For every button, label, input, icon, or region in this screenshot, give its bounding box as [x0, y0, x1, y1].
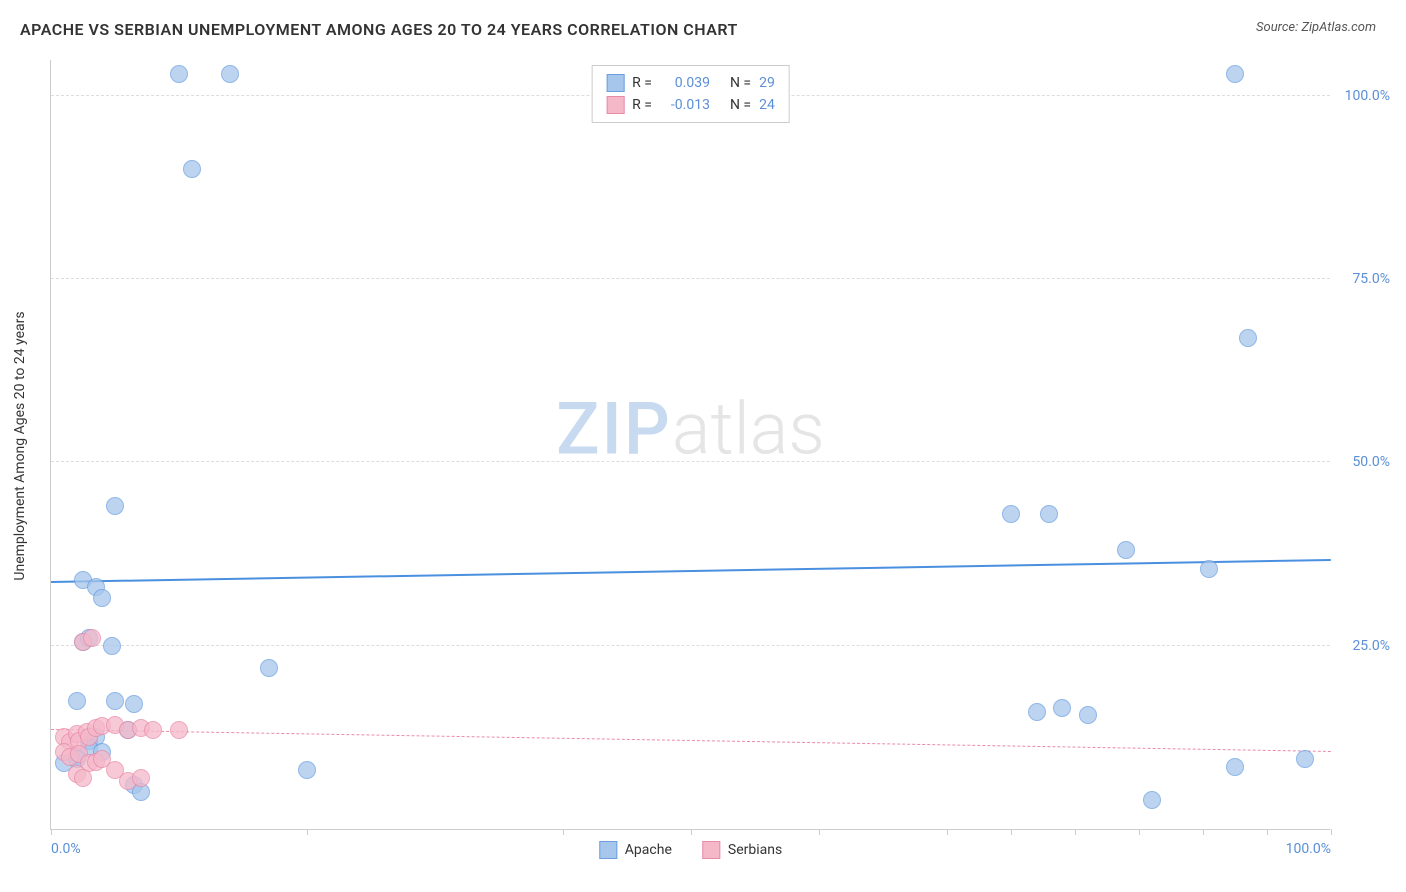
data-point	[103, 637, 121, 655]
data-point	[1079, 706, 1097, 724]
x-tick	[1075, 829, 1076, 835]
data-point	[1226, 758, 1244, 776]
data-point	[1002, 505, 1020, 523]
x-tick	[1331, 829, 1332, 835]
data-point	[170, 65, 188, 83]
legend-row-apache: R = 0.039 N = 29	[606, 72, 775, 94]
trendline	[51, 729, 1331, 752]
correlation-legend: R = 0.039 N = 29 R = -0.013 N = 24	[591, 65, 790, 123]
data-point	[260, 659, 278, 677]
x-tick	[1203, 829, 1204, 835]
x-tick	[563, 829, 564, 835]
y-tick-label: 25.0%	[1352, 638, 1390, 654]
y-tick-label: 75.0%	[1352, 271, 1390, 287]
legend-item-serbians: Serbians	[702, 841, 782, 859]
data-point	[1296, 750, 1314, 768]
data-point	[298, 761, 316, 779]
data-point	[1040, 505, 1058, 523]
data-point	[106, 497, 124, 515]
gridline	[51, 278, 1330, 279]
data-point	[83, 629, 101, 647]
data-point	[170, 721, 188, 739]
x-tick	[691, 829, 692, 835]
data-point	[1053, 699, 1071, 717]
x-tick	[947, 829, 948, 835]
data-point	[1143, 791, 1161, 809]
gridline	[51, 461, 1330, 462]
y-tick-label: 100.0%	[1345, 88, 1390, 104]
x-tick	[1011, 829, 1012, 835]
data-point	[1200, 560, 1218, 578]
data-point	[1028, 703, 1046, 721]
data-point	[144, 721, 162, 739]
data-point	[125, 695, 143, 713]
data-point	[93, 589, 111, 607]
data-point	[183, 160, 201, 178]
chart-title: APACHE VS SERBIAN UNEMPLOYMENT AMONG AGE…	[20, 20, 738, 39]
source-attribution: Source: ZipAtlas.com	[1256, 20, 1376, 35]
data-point	[106, 692, 124, 710]
x-tick	[307, 829, 308, 835]
x-tick	[1139, 829, 1140, 835]
legend-swatch-serbians-icon	[702, 841, 720, 859]
data-point	[1239, 329, 1257, 347]
data-point	[132, 769, 150, 787]
x-tick	[1267, 829, 1268, 835]
data-point	[74, 769, 92, 787]
data-point	[1117, 541, 1135, 559]
legend-swatch-apache	[606, 74, 624, 92]
y-tick-label: 50.0%	[1352, 454, 1390, 470]
x-tick-label: 100.0%	[1286, 841, 1331, 857]
plot-area: ZIPatlas R = 0.039 N = 29 R = -0.013 N =…	[50, 60, 1330, 830]
data-point	[1226, 65, 1244, 83]
chart-container: APACHE VS SERBIAN UNEMPLOYMENT AMONG AGE…	[0, 0, 1406, 892]
legend-swatch-apache-icon	[599, 841, 617, 859]
x-tick-label: 0.0%	[51, 841, 81, 857]
watermark: ZIPatlas	[556, 387, 825, 472]
legend-item-apache: Apache	[599, 841, 672, 859]
series-legend: Apache Serbians	[599, 841, 782, 859]
legend-swatch-serbians	[606, 96, 624, 114]
x-tick	[51, 829, 52, 835]
gridline	[51, 645, 1330, 646]
x-tick	[819, 829, 820, 835]
data-point	[68, 692, 86, 710]
legend-row-serbians: R = -0.013 N = 24	[606, 94, 775, 116]
trendline	[51, 559, 1331, 583]
y-axis-label: Unemployment Among Ages 20 to 24 years	[12, 311, 28, 580]
data-point	[221, 65, 239, 83]
